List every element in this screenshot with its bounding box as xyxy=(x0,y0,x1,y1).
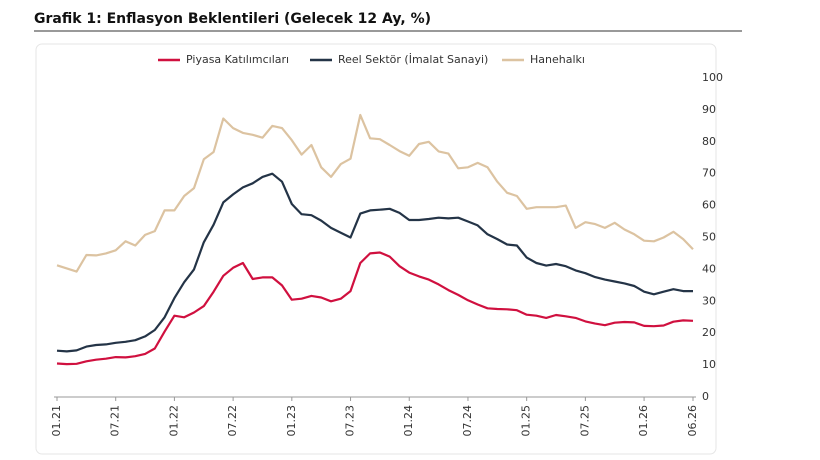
series-line xyxy=(56,251,694,366)
y-tick-label: 10 xyxy=(702,358,716,371)
x-tick-label: 07.23 xyxy=(344,405,357,437)
y-tick-label: 30 xyxy=(702,294,716,307)
legend-label: Reel Sektör (İmalat Sanayi) xyxy=(338,53,488,66)
legend-label: Hanehalkı xyxy=(530,53,585,66)
x-tick-label: 01.23 xyxy=(285,405,298,437)
legend-label: Piyasa Katılımcıları xyxy=(186,53,289,66)
x-tick-label: 07.24 xyxy=(461,405,474,437)
x-tick-label: 01.22 xyxy=(167,405,180,437)
y-tick-label: 70 xyxy=(702,167,716,180)
x-tick-label: 07.21 xyxy=(109,405,122,437)
series-line xyxy=(56,172,693,353)
y-tick-label: 100 xyxy=(702,71,723,84)
x-tick-label: 06.26 xyxy=(686,405,699,437)
y-tick-label: 0 xyxy=(702,390,709,403)
plot-frame xyxy=(35,43,717,455)
x-tick-label: 07.25 xyxy=(578,405,591,437)
series-line xyxy=(56,113,694,273)
x-tick-label: 01.25 xyxy=(520,405,533,437)
x-tick-label: 01.24 xyxy=(402,405,415,437)
x-tick-label: 01.26 xyxy=(637,405,650,437)
chart-title: Grafik 1: Enflasyon Beklentileri (Gelece… xyxy=(34,11,431,27)
y-tick-label: 90 xyxy=(702,103,716,116)
y-tick-label: 40 xyxy=(702,262,716,275)
y-tick-label: 20 xyxy=(702,326,716,339)
y-tick-label: 60 xyxy=(702,199,716,212)
x-tick-label: 07.22 xyxy=(226,405,239,437)
y-tick-label: 50 xyxy=(702,231,716,244)
y-tick-label: 80 xyxy=(702,135,716,148)
x-tick-label: 01.21 xyxy=(50,405,63,437)
